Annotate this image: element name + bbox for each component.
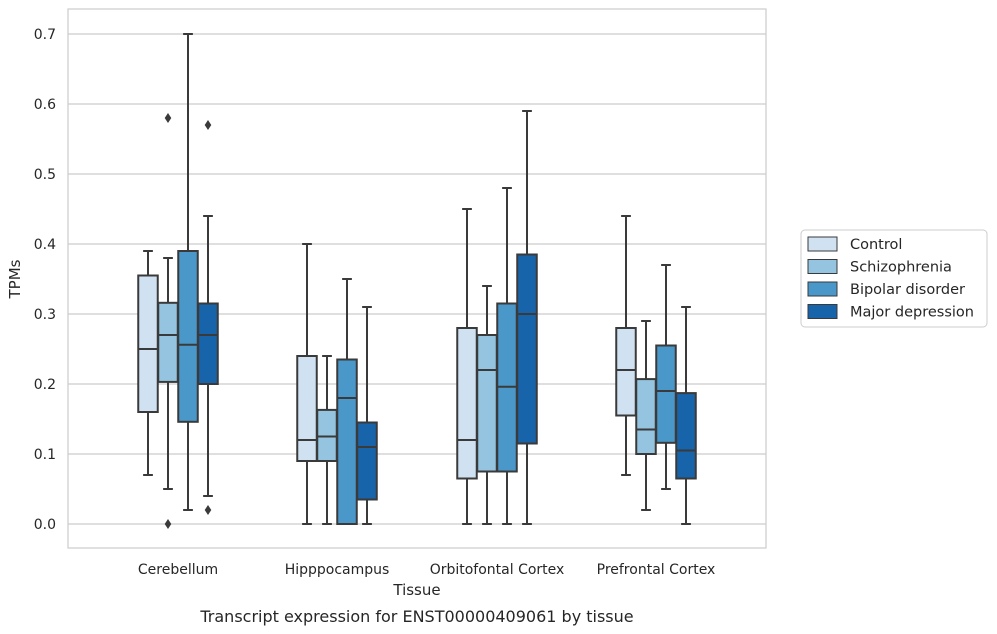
x-tick-label: Hipppocampus xyxy=(285,562,390,578)
legend-label: Control xyxy=(850,237,902,253)
outlier-point xyxy=(204,505,212,515)
box-iqr xyxy=(336,358,358,525)
y-axis-label: TPMs xyxy=(6,259,24,299)
box-iqr xyxy=(615,327,637,417)
box-group xyxy=(137,250,159,476)
x-tick-label: Prefrontal Cortex xyxy=(597,562,716,578)
y-tick-label: 0.3 xyxy=(34,307,56,323)
box-series xyxy=(137,33,697,529)
y-tick-label: 0.6 xyxy=(34,97,56,113)
box-iqr xyxy=(516,253,538,445)
legend-label: Schizophrenia xyxy=(850,260,952,276)
box-group xyxy=(516,110,538,525)
box-iqr xyxy=(296,355,318,462)
box-iqr xyxy=(157,301,179,383)
legend-swatch xyxy=(807,236,838,252)
x-tick-labels: Cerebellum Hipppocampus Orbitofontal Corte… xyxy=(138,562,715,578)
legend-swatch xyxy=(807,281,838,297)
box-iqr xyxy=(137,274,159,413)
box-group xyxy=(177,33,199,511)
box-iqr xyxy=(476,334,498,473)
outlier-point xyxy=(164,519,172,529)
box-group xyxy=(635,320,657,511)
legend-label: Major depression xyxy=(850,305,974,321)
box-iqr xyxy=(675,392,697,480)
outlier-point xyxy=(204,120,212,130)
figure-caption: Transcript expression for ENST0000040906… xyxy=(199,607,633,626)
y-tick-labels: 0.0 0.1 0.2 0.3 0.4 0.5 0.6 0.7 xyxy=(34,27,56,533)
box-group xyxy=(336,278,358,525)
legend: Control Schizophrenia Bipolar disorder Majo… xyxy=(800,229,988,328)
box-iqr xyxy=(197,302,219,385)
box-group xyxy=(157,113,179,529)
box-iqr xyxy=(316,408,338,462)
box-group xyxy=(356,306,378,525)
legend-swatch xyxy=(807,259,838,274)
box-group xyxy=(675,306,697,525)
box-group xyxy=(197,120,219,515)
outlier-point xyxy=(164,113,172,123)
y-tick-label: 0.1 xyxy=(34,447,56,463)
legend-frame xyxy=(800,229,988,328)
legend-swatch xyxy=(807,304,838,319)
x-axis-label: Tissue xyxy=(392,581,440,599)
plot-area xyxy=(67,8,767,549)
box-group xyxy=(496,187,518,525)
box-iqr xyxy=(635,378,657,456)
box-iqr xyxy=(177,250,199,423)
y-tick-label: 0.4 xyxy=(34,237,56,253)
y-tick-label: 0.0 xyxy=(34,517,56,533)
y-tick-label: 0.2 xyxy=(34,377,56,393)
box-iqr xyxy=(655,344,677,444)
box-iqr xyxy=(456,327,478,480)
box-group xyxy=(615,215,637,476)
y-tick-label: 0.7 xyxy=(34,27,56,43)
legend-label: Bipolar disorder xyxy=(850,282,965,298)
x-tick-label: Cerebellum xyxy=(138,562,218,578)
y-tick-label: 0.5 xyxy=(34,167,56,183)
x-tick-label: Orbitofontal Cortex xyxy=(430,562,565,578)
box-iqr xyxy=(356,421,378,501)
box-group xyxy=(296,243,318,525)
